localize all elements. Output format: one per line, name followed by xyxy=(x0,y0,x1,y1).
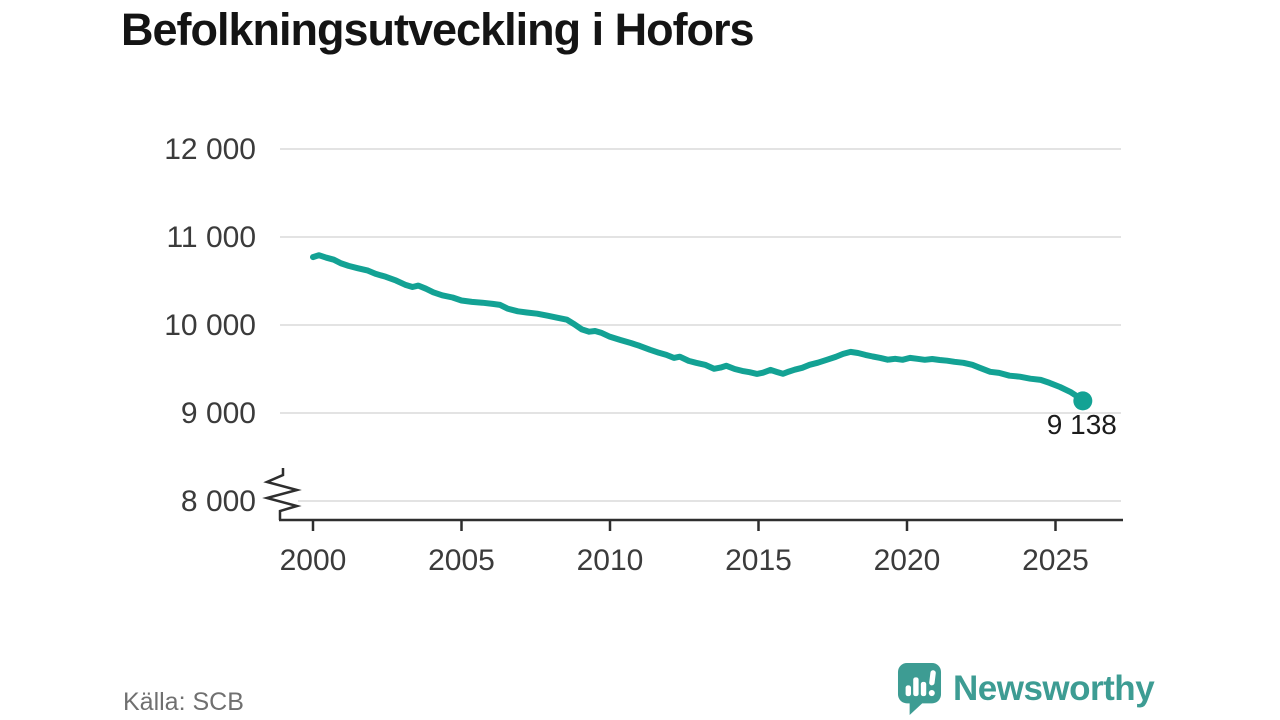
brand-name: Newsworthy xyxy=(953,669,1155,708)
y-axis-tick-label: 9 000 xyxy=(181,397,256,430)
page-title: Befolkningsutveckling i Hofors xyxy=(121,4,755,55)
x-axis-tick-label: 2010 xyxy=(577,544,644,577)
y-axis-tick-label: 12 000 xyxy=(164,133,256,166)
x-axis-tick-label: 2000 xyxy=(280,544,347,577)
population-line xyxy=(310,252,1086,404)
source-note: Källa: SCB xyxy=(123,688,244,716)
bar-chart-speech-bubble-icon xyxy=(897,663,942,715)
y-axis-tick-label: 8 000 xyxy=(181,485,256,518)
y-axis-tick-label: 11 000 xyxy=(166,221,256,254)
x-axis-tick-label: 2015 xyxy=(725,544,792,577)
x-axis-tick-label: 2020 xyxy=(874,544,941,577)
latest-value-label: 9 138 xyxy=(1047,409,1117,440)
x-axis-tick-label: 2005 xyxy=(428,544,495,577)
latest-value-dot xyxy=(1073,391,1093,411)
newsworthy-logo: Newsworthy xyxy=(897,663,1155,715)
population-line-chart: 12 000 11 000 10 000 9 000 8 000 2000 2005 2010… xyxy=(164,133,1123,577)
x-axis-tick-label: 2025 xyxy=(1022,544,1089,577)
y-axis-tick-label: 10 000 xyxy=(164,309,256,342)
y-axis-break-icon xyxy=(262,468,302,520)
